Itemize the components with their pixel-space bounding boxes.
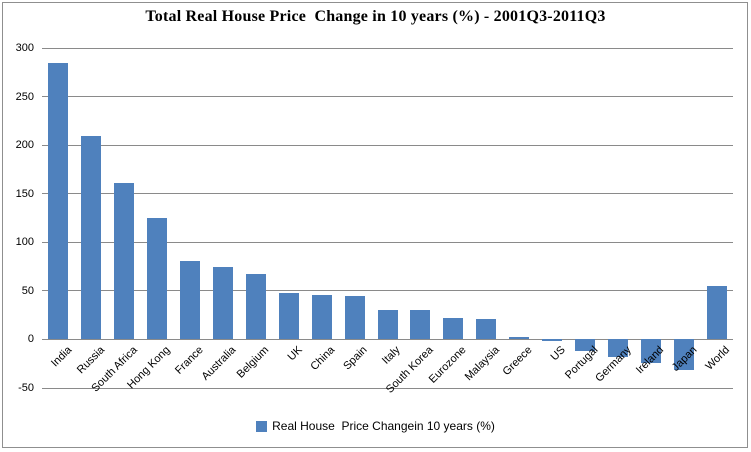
chart-title: Total Real House Price Change in 10 year… [145,8,606,25]
y-axis-label: 200 [15,139,34,152]
bar-portugal [574,339,595,352]
x-axis-label: India [48,344,74,370]
bar-china [311,294,332,340]
bar-greece [509,336,530,340]
gridline [42,144,733,146]
bar-russia [81,136,102,340]
bar-italy [377,310,398,340]
legend-swatch-icon [256,420,268,432]
y-axis-label: 50 [21,284,34,297]
bar-germany [607,339,628,357]
x-axis-label: China [308,344,338,374]
x-axis-label: Australia [199,344,239,384]
bar-eurozone [443,318,464,340]
bar-hong-kong [147,218,168,340]
x-axis-label: Belgium [234,344,272,382]
bar-belgium [245,274,266,340]
x-axis-label: US [548,344,568,364]
x-axis-label: World [703,344,733,374]
bar-malaysia [476,319,497,340]
y-axis-label: 250 [15,90,34,103]
x-axis-label: Italy [380,344,403,368]
gridline [42,290,733,292]
bar-uk [278,292,299,340]
legend: Real House Price Changein 10 years (%) [0,418,751,434]
y-axis-label: 0 [27,333,34,346]
bar-south-africa [114,183,135,340]
bar-ireland [640,339,661,363]
bar-us [542,339,563,342]
bar-india [48,62,69,340]
x-axis-label: UK [284,344,305,364]
bar-australia [212,266,233,340]
gridline [42,241,733,243]
bar-japan [673,339,694,370]
y-axis-label: -50 [18,382,34,394]
gridline [42,338,733,340]
x-axis-label: Greece [500,344,535,379]
gridline [42,96,733,98]
gridline [42,387,733,389]
gridline [42,47,733,49]
gridline [42,193,733,195]
bar-spain [344,295,365,340]
y-axis-label: 300 [15,42,34,54]
x-axis-label: Spain [341,344,371,373]
bar-france [180,260,201,340]
y-axis-label: 150 [15,187,34,200]
bar-world [706,286,727,340]
y-axis-label: 100 [15,236,34,249]
legend-label: Real House Price Changein 10 years (%) [272,419,495,433]
x-axis-label: Malaysia [462,344,502,384]
bar-south-korea [410,310,431,340]
